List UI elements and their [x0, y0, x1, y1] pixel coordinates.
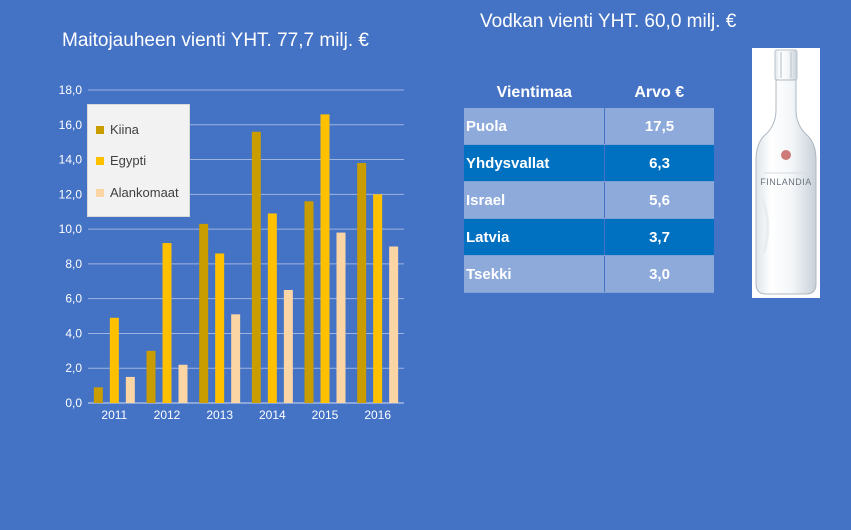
- y-tick-label: 18,0: [59, 83, 83, 97]
- bar-alankomaat-2015: [336, 232, 346, 403]
- bar-egypti-2012: [162, 243, 172, 403]
- y-tick-label: 2,0: [65, 361, 82, 375]
- row-value: 3,0: [604, 255, 714, 293]
- vodka-table-title: Vodkan vienti YHT. 60,0 milj. €: [480, 11, 737, 32]
- row-country: Puola: [464, 108, 605, 145]
- bar-kiina-2014: [251, 131, 261, 403]
- y-tick-label: 0,0: [65, 396, 82, 410]
- row-value: 6,3: [604, 144, 714, 182]
- legend-label-egypti: Egypti: [110, 153, 147, 168]
- table-row: Israel 5,6: [464, 181, 714, 219]
- table-header-row: Vientimaa Arvo €: [464, 78, 714, 108]
- bar-egypti-2014: [267, 213, 277, 403]
- legend-item-kiina: Kiina: [96, 122, 139, 137]
- bar-egypti-2016: [373, 194, 383, 403]
- legend-label-kiina: Kiina: [110, 122, 139, 137]
- x-tick-label: 2012: [154, 408, 181, 422]
- legend-swatch-kiina: [96, 125, 104, 134]
- milk-chart-title: Maitojauheen vienti YHT. 77,7 milj. €: [62, 30, 369, 51]
- row-country: Latvia: [464, 218, 605, 256]
- x-tick-label: 2015: [312, 408, 339, 422]
- row-country: Israel: [464, 181, 605, 219]
- bar-alankomaat-2012: [178, 364, 188, 403]
- bar-alankomaat-2013: [231, 314, 241, 403]
- x-tick-label: 2011: [101, 408, 127, 422]
- table-row: Latvia 3,7: [464, 218, 714, 256]
- table-row: Puola 17,5: [464, 108, 714, 145]
- bar-egypti-2013: [215, 253, 225, 403]
- y-tick-label: 10,0: [59, 222, 83, 236]
- header-value: Arvo €: [634, 84, 685, 101]
- y-tick-label: 16,0: [59, 118, 83, 132]
- row-value: 5,6: [604, 181, 714, 219]
- bar-kiina-2013: [199, 223, 209, 403]
- row-country: Yhdysvallat: [464, 144, 605, 182]
- bar-kiina-2011: [93, 387, 103, 403]
- vodka-export-table: Vientimaa Arvo € Puola 17,5 Yhdysvallat …: [464, 78, 714, 293]
- x-tick-label: 2013: [206, 408, 233, 422]
- row-value: 17,5: [604, 108, 714, 145]
- y-tick-label: 6,0: [65, 292, 82, 306]
- table-row: Yhdysvallat 6,3: [464, 144, 714, 182]
- y-tick-label: 4,0: [65, 326, 82, 340]
- y-tick-label: 12,0: [59, 187, 83, 201]
- chart-legend: Kiina Egypti Alankomaat: [87, 104, 190, 217]
- bar-kiina-2015: [304, 201, 314, 403]
- x-tick-label: 2014: [259, 408, 286, 422]
- table-row: Tsekki 3,0: [464, 255, 714, 293]
- bar-alankomaat-2016: [389, 246, 399, 403]
- legend-swatch-alankomaat: [96, 188, 104, 197]
- row-value: 3,7: [604, 218, 714, 256]
- row-country: Tsekki: [464, 255, 605, 293]
- header-country: Vientimaa: [496, 84, 572, 101]
- bar-egypti-2011: [109, 317, 119, 403]
- y-tick-label: 8,0: [65, 257, 82, 271]
- bar-alankomaat-2011: [125, 376, 135, 403]
- bar-alankomaat-2014: [283, 289, 293, 403]
- x-tick-label: 2016: [364, 408, 391, 422]
- legend-label-alankomaat: Alankomaat: [110, 185, 179, 200]
- bar-kiina-2016: [357, 163, 367, 403]
- y-tick-label: 14,0: [59, 153, 83, 167]
- vodka-bottle-image: FINLANDIA: [752, 48, 820, 298]
- legend-swatch-egypti: [96, 156, 104, 165]
- legend-item-egypti: Egypti: [96, 153, 146, 168]
- bar-egypti-2015: [320, 114, 330, 403]
- bottle-label-text: FINLANDIA: [760, 177, 812, 187]
- bar-kiina-2012: [146, 350, 156, 403]
- legend-item-alankomaat: Alankomaat: [96, 185, 179, 200]
